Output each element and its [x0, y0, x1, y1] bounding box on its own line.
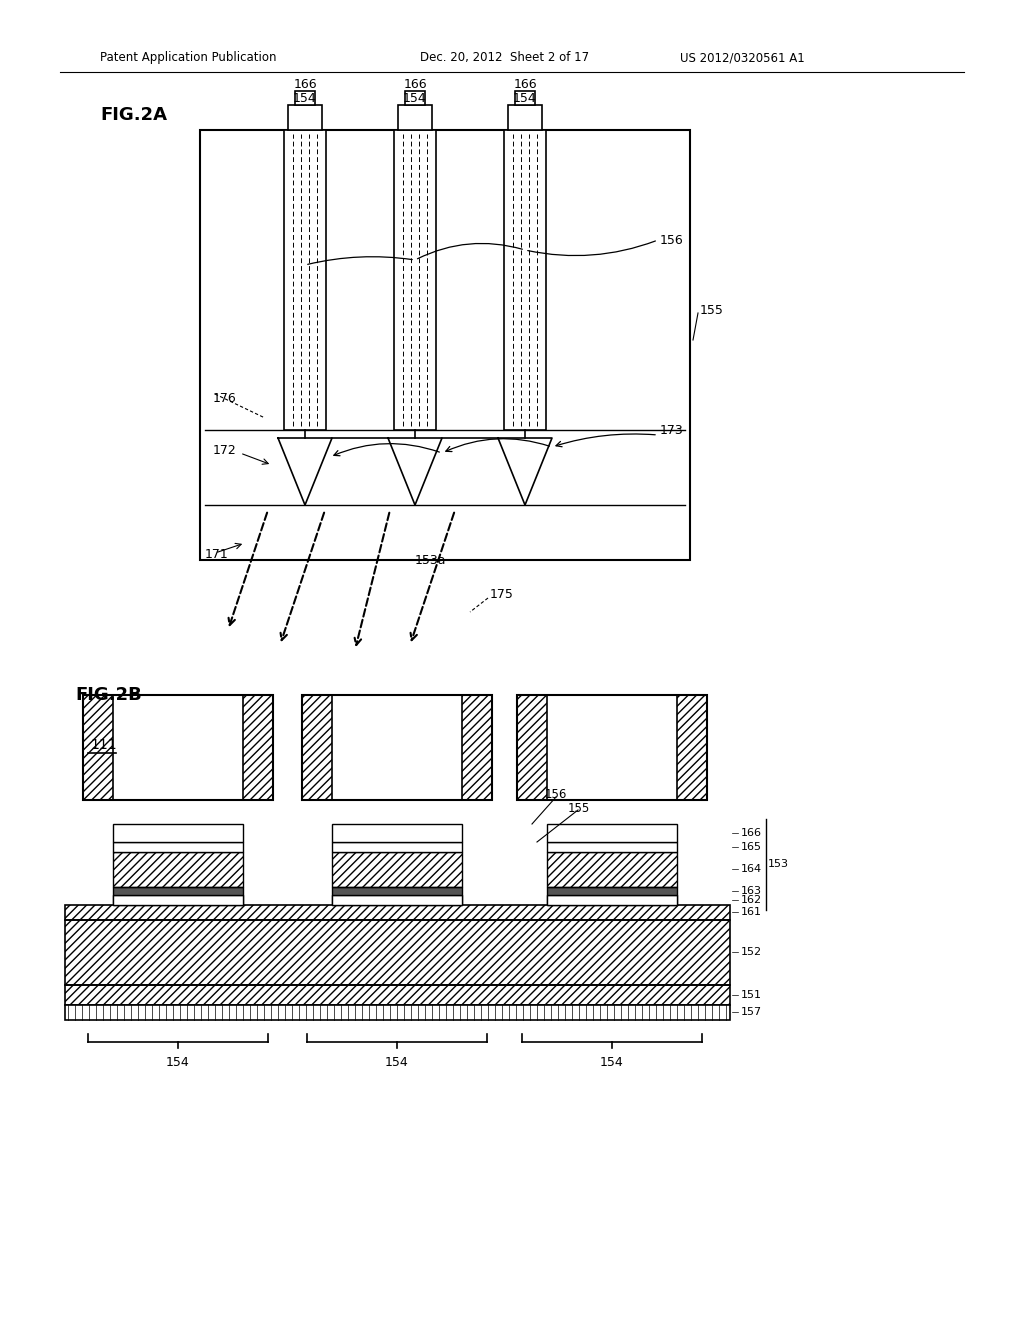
- Bar: [547, 895, 677, 906]
- Bar: [302, 696, 332, 800]
- Text: 154: 154: [403, 92, 427, 106]
- Bar: [65, 906, 730, 920]
- Text: 161: 161: [741, 907, 762, 917]
- Text: 154: 154: [600, 1056, 624, 1068]
- Bar: [295, 91, 315, 106]
- Text: 172: 172: [213, 444, 237, 457]
- Text: 165: 165: [741, 842, 762, 851]
- Text: 166: 166: [293, 78, 316, 91]
- Polygon shape: [278, 438, 332, 506]
- Bar: [406, 91, 425, 106]
- Bar: [65, 1005, 730, 1020]
- Text: 163: 163: [741, 886, 762, 896]
- Bar: [547, 824, 677, 842]
- Text: 155: 155: [700, 304, 724, 317]
- Bar: [113, 851, 243, 887]
- Bar: [332, 887, 462, 895]
- Text: 111: 111: [90, 738, 117, 752]
- Text: 166: 166: [513, 78, 537, 91]
- Bar: [394, 129, 436, 430]
- Bar: [398, 106, 432, 129]
- Bar: [288, 106, 322, 129]
- Text: 154: 154: [293, 92, 316, 106]
- Bar: [302, 696, 492, 800]
- Text: 154: 154: [385, 1056, 409, 1068]
- Bar: [547, 842, 677, 851]
- Text: 166: 166: [741, 828, 762, 838]
- Bar: [332, 895, 462, 906]
- Bar: [83, 696, 273, 800]
- Text: 164: 164: [741, 865, 762, 874]
- Bar: [547, 887, 677, 895]
- Text: 173: 173: [660, 424, 684, 437]
- Bar: [243, 696, 273, 800]
- Text: 152: 152: [741, 946, 762, 957]
- Text: US 2012/0320561 A1: US 2012/0320561 A1: [680, 51, 805, 65]
- Text: 153: 153: [768, 859, 790, 869]
- Text: 154: 154: [166, 1056, 189, 1068]
- Text: 156: 156: [660, 234, 684, 247]
- Text: 155: 155: [568, 801, 590, 814]
- Bar: [517, 696, 707, 800]
- Bar: [83, 696, 113, 800]
- Bar: [547, 895, 677, 906]
- Bar: [113, 824, 243, 842]
- Bar: [113, 842, 243, 851]
- Bar: [113, 895, 243, 906]
- Bar: [332, 895, 462, 906]
- Bar: [65, 920, 730, 985]
- Text: 171: 171: [205, 549, 228, 561]
- Text: 156: 156: [545, 788, 567, 801]
- Text: 151: 151: [741, 990, 762, 1001]
- Bar: [200, 129, 690, 560]
- Bar: [517, 696, 547, 800]
- Bar: [677, 696, 707, 800]
- Bar: [284, 129, 326, 430]
- Polygon shape: [498, 438, 552, 506]
- Polygon shape: [388, 438, 442, 506]
- Text: 162: 162: [741, 895, 762, 906]
- Bar: [65, 985, 730, 1005]
- Text: 154: 154: [513, 92, 537, 106]
- Bar: [332, 851, 462, 887]
- Bar: [515, 91, 535, 106]
- Bar: [332, 824, 462, 842]
- Text: 157: 157: [741, 1007, 762, 1016]
- Text: FIG.2B: FIG.2B: [75, 686, 141, 704]
- Bar: [504, 129, 546, 430]
- Text: 166: 166: [403, 78, 427, 91]
- Text: 175: 175: [490, 589, 514, 602]
- Text: 176: 176: [213, 392, 237, 404]
- Bar: [508, 106, 542, 129]
- Bar: [547, 851, 677, 887]
- Text: Patent Application Publication: Patent Application Publication: [100, 51, 276, 65]
- Text: 153a: 153a: [415, 553, 446, 566]
- Text: FIG.2A: FIG.2A: [100, 106, 167, 124]
- Bar: [113, 895, 243, 906]
- Text: Dec. 20, 2012  Sheet 2 of 17: Dec. 20, 2012 Sheet 2 of 17: [420, 51, 589, 65]
- Bar: [332, 842, 462, 851]
- Bar: [113, 887, 243, 895]
- Bar: [462, 696, 492, 800]
